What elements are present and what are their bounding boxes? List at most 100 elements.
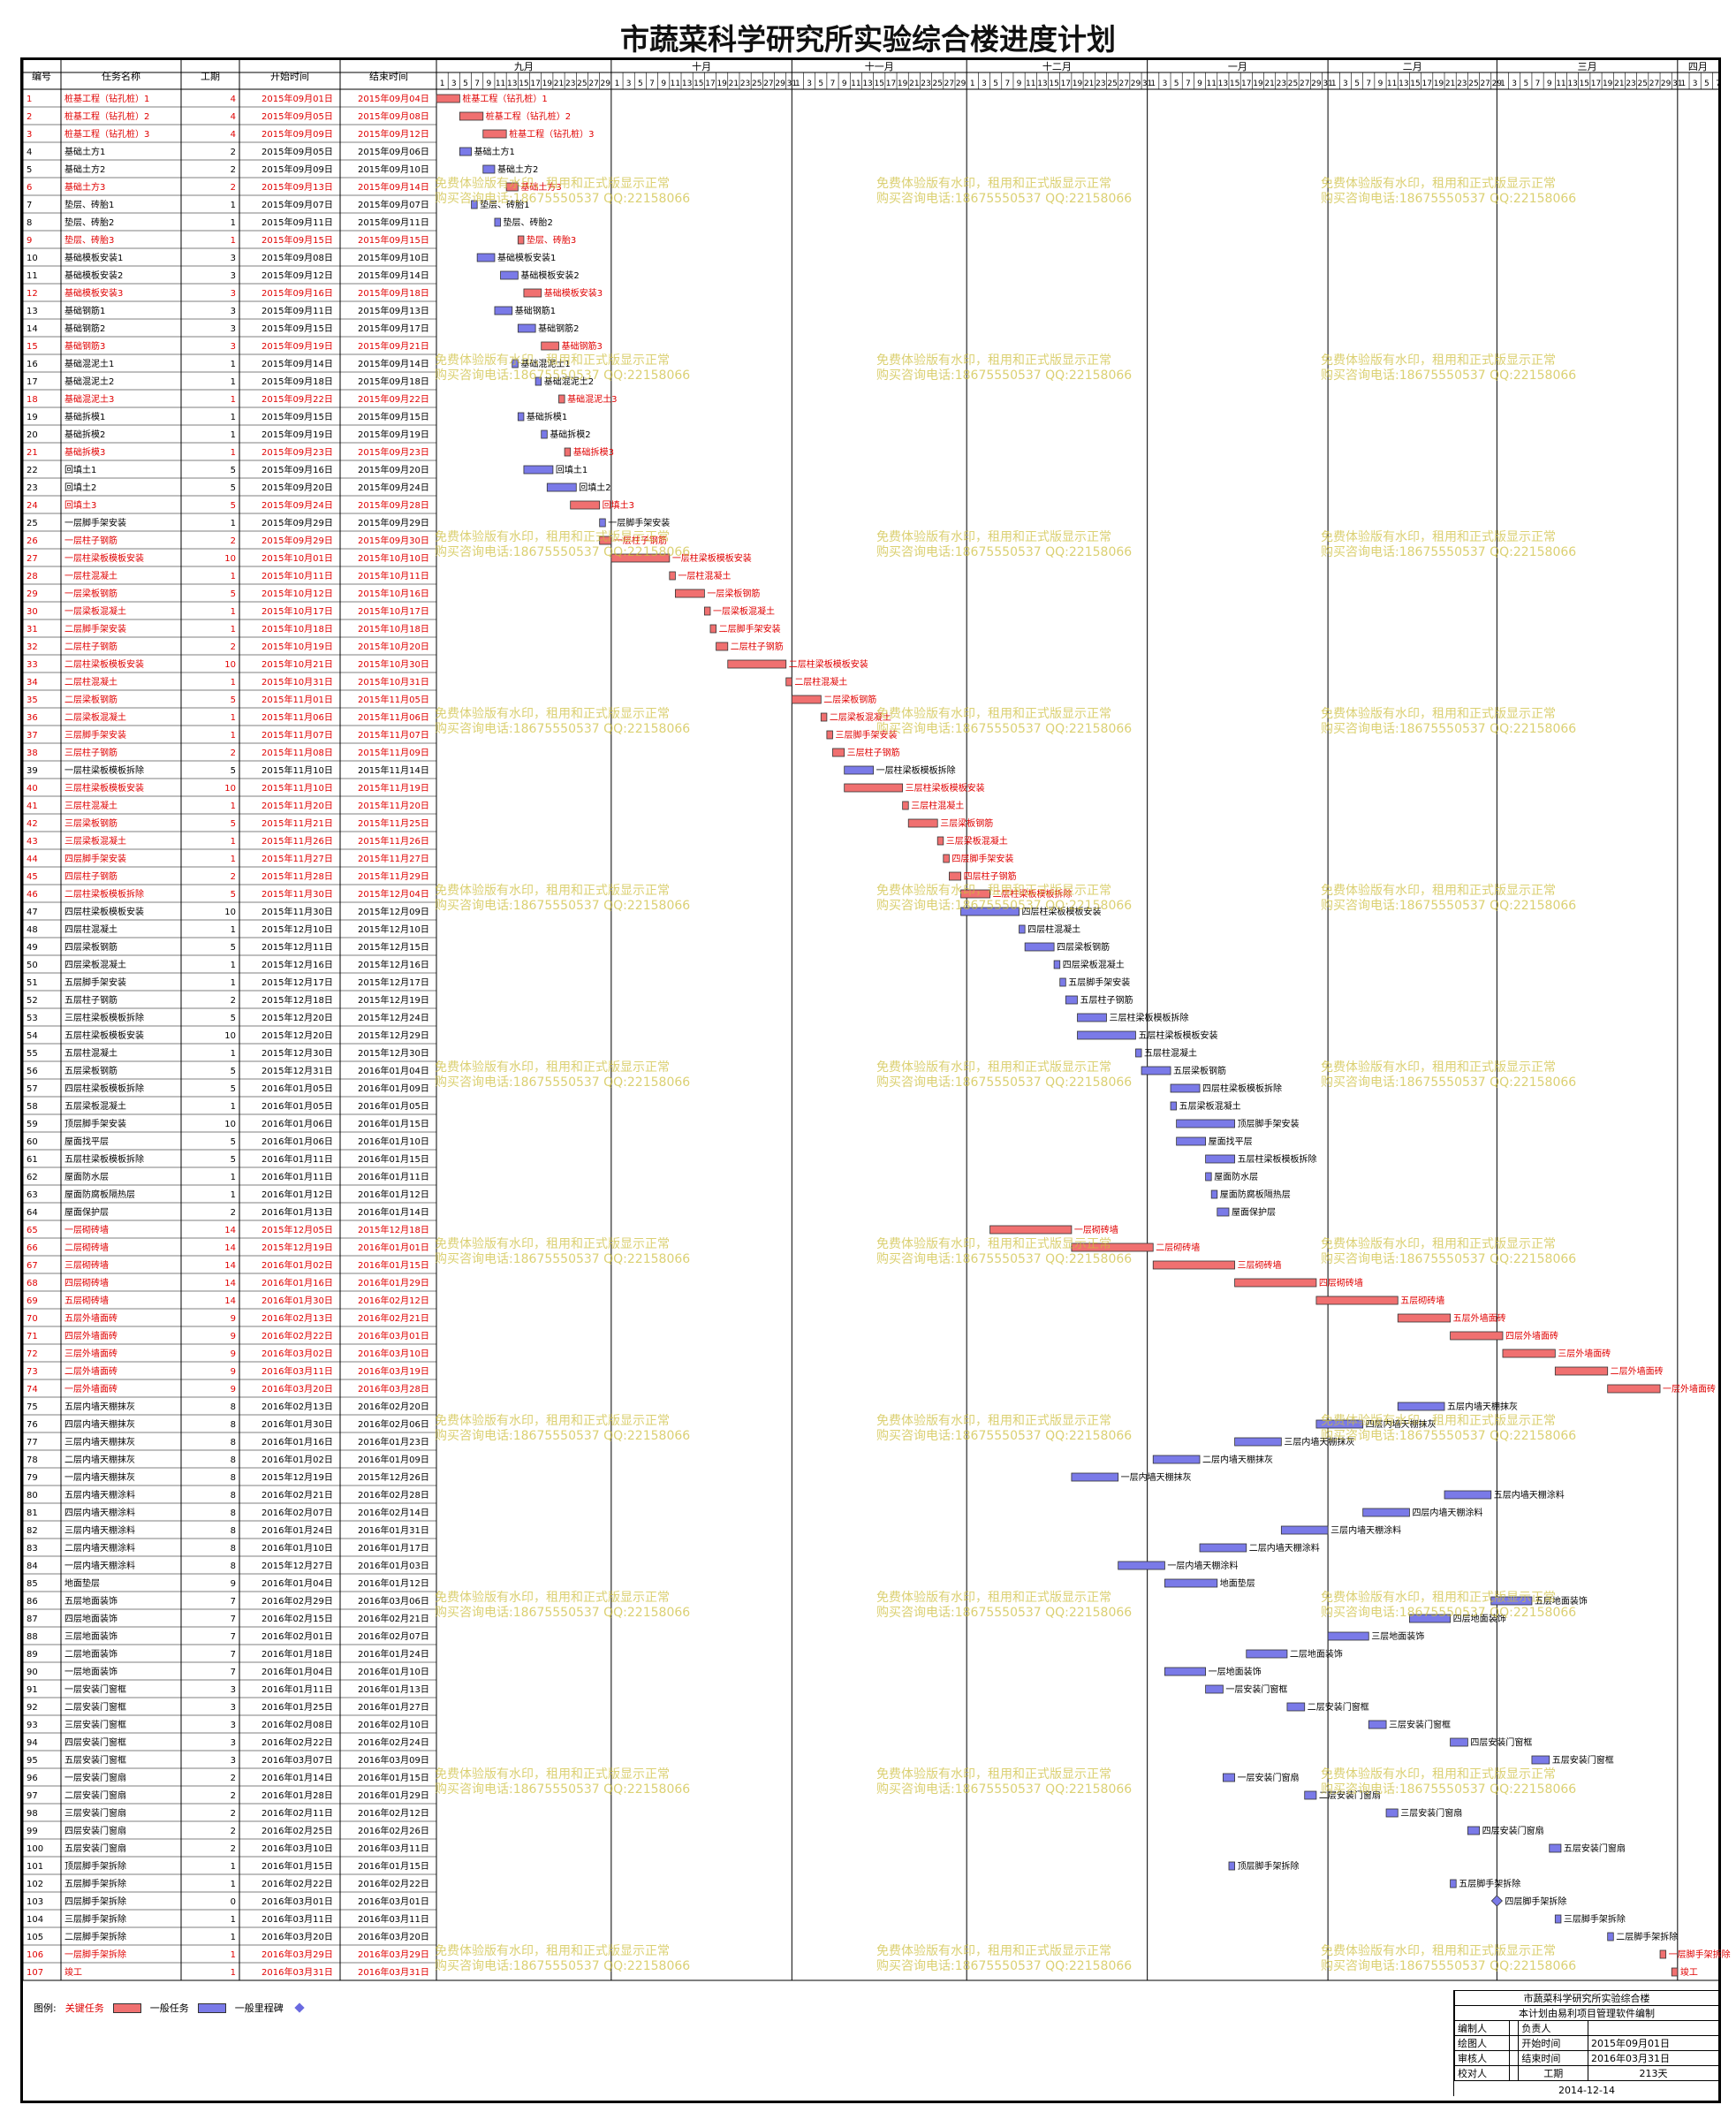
task-start: 2016年01月28日 <box>262 1789 333 1801</box>
task-end: 2016年01月05日 <box>358 1100 429 1112</box>
task-end: 2015年09月14日 <box>358 270 429 281</box>
day-tick-label: 13 <box>1037 80 1047 88</box>
task-name: 基础模板安装1 <box>64 252 123 263</box>
day-tick-label: 25 <box>577 80 587 88</box>
task-end: 2015年09月12日 <box>358 128 429 140</box>
task-duration: 1 <box>231 1862 236 1872</box>
task-end: 2016年01月15日 <box>358 1860 429 1872</box>
task-end: 2016年01月10日 <box>358 1666 429 1677</box>
day-tick-label: 19 <box>542 80 553 88</box>
gantt-bar <box>1315 1296 1399 1305</box>
gantt-bar <box>1210 1189 1218 1199</box>
gantt-bar <box>1059 977 1066 987</box>
task-end: 2015年09月07日 <box>358 199 429 210</box>
task-name: 二层柱梁板模板拆除 <box>64 888 144 900</box>
task-id: 58 <box>27 1102 38 1112</box>
bar-label: 二层安装门窗框 <box>1308 1701 1369 1713</box>
task-id: 13 <box>27 307 38 316</box>
day-tick-label: 27 <box>944 80 954 88</box>
day-tick-label: 15 <box>875 80 884 88</box>
day-tick-label: 17 <box>886 80 896 88</box>
bar-label: 四层砌砖墙 <box>1319 1277 1363 1288</box>
task-duration: 2 <box>231 1827 236 1836</box>
task-duration: 1 <box>231 978 236 988</box>
bar-label: 五层梁板混凝土 <box>1179 1100 1241 1112</box>
gantt-bar <box>669 571 676 581</box>
task-start: 2016年01月11日 <box>262 1683 333 1695</box>
task-end: 2016年02月22日 <box>358 1878 429 1889</box>
bar-label: 地面垫层 <box>1220 1577 1255 1589</box>
bar-label: 基础钢筋2 <box>538 323 579 334</box>
gantt-bar <box>523 465 554 475</box>
gantt-bar <box>1450 1737 1468 1747</box>
bar-label: 回填土2 <box>579 482 610 493</box>
gantt-bar <box>517 235 525 245</box>
task-start: 2016年01月02日 <box>262 1259 333 1271</box>
task-end: 2015年09月21日 <box>358 340 429 352</box>
day-tick-label: 13 <box>862 80 872 88</box>
gantt-bar <box>599 518 606 528</box>
gantt-bar <box>546 483 577 492</box>
task-start: 2015年09月08日 <box>262 252 333 263</box>
gantt-bar <box>1152 1455 1201 1464</box>
bar-label: 二层内墙天棚抹灰 <box>1202 1454 1273 1465</box>
task-duration: 1 <box>231 360 236 369</box>
task-end: 2015年09月17日 <box>358 323 429 334</box>
day-tick-label: 13 <box>507 80 517 88</box>
day-tick-label: 15 <box>519 80 528 88</box>
gantt-bar <box>1502 1349 1556 1358</box>
task-duration: 4 <box>231 112 236 122</box>
task-id: 94 <box>27 1738 38 1748</box>
footer-project: 市蔬菜科学研究所实验综合楼 <box>1454 1990 1719 2006</box>
task-duration: 1 <box>231 448 236 458</box>
task-duration: 1 <box>231 607 236 617</box>
bar-label: 屋面保护层 <box>1232 1206 1276 1218</box>
day-tick-label: 21 <box>1614 80 1624 88</box>
gantt-bar <box>494 217 501 227</box>
task-end: 2015年12月24日 <box>358 1012 429 1023</box>
task-start: 2016年03月11日 <box>262 1365 333 1377</box>
task-name: 二层安装门窗框 <box>64 1701 126 1713</box>
day-tick-label: 25 <box>752 80 762 88</box>
task-name: 四层柱混凝土 <box>64 923 118 935</box>
task-duration: 3 <box>231 324 236 334</box>
task-duration: 1 <box>231 678 236 688</box>
task-id: 25 <box>27 519 38 528</box>
task-end: 2015年11月19日 <box>358 782 429 794</box>
task-id: 49 <box>27 943 38 953</box>
task-end: 2015年11月07日 <box>358 729 429 741</box>
task-name: 回填土1 <box>64 464 96 475</box>
task-end: 2015年09月11日 <box>358 217 429 228</box>
task-duration: 7 <box>231 1650 236 1660</box>
day-tick-label: 29 <box>1311 80 1322 88</box>
legend-critical-label: 关键任务 <box>64 2002 104 2014</box>
task-duration: 8 <box>231 1491 236 1501</box>
gantt-bar <box>534 376 542 386</box>
day-tick-label: 11 <box>496 80 505 88</box>
task-duration: 8 <box>231 1508 236 1518</box>
task-start: 2015年10月21日 <box>262 658 333 670</box>
task-start: 2015年11月10日 <box>262 782 333 794</box>
task-start: 2015年09月19日 <box>262 340 333 352</box>
task-start: 2016年01月16日 <box>262 1436 333 1448</box>
task-name: 五层外墙面砖 <box>64 1312 118 1324</box>
task-id: 84 <box>27 1562 38 1571</box>
day-tick-label: 15 <box>1410 80 1420 88</box>
task-id: 100 <box>27 1844 43 1854</box>
task-start: 2015年09月29日 <box>262 535 333 546</box>
gantt-bar <box>1409 1614 1452 1623</box>
day-tick-label: 17 <box>1241 80 1251 88</box>
task-id: 43 <box>27 837 38 847</box>
task-duration: 1 <box>231 201 236 210</box>
gantt-bar <box>1065 995 1078 1005</box>
bar-label: 基础土方3 <box>520 181 561 193</box>
task-id: 101 <box>27 1862 43 1872</box>
bar-label: 垫层、砖胎1 <box>480 199 529 210</box>
month-label: 十二月 <box>1042 60 1072 72</box>
gantt-bar <box>1362 1508 1410 1517</box>
task-duration: 14 <box>224 1296 236 1306</box>
task-id: 3 <box>27 130 32 140</box>
task-name: 五层柱混凝土 <box>64 1047 118 1059</box>
task-id: 21 <box>27 448 38 458</box>
task-duration: 1 <box>231 1190 236 1200</box>
